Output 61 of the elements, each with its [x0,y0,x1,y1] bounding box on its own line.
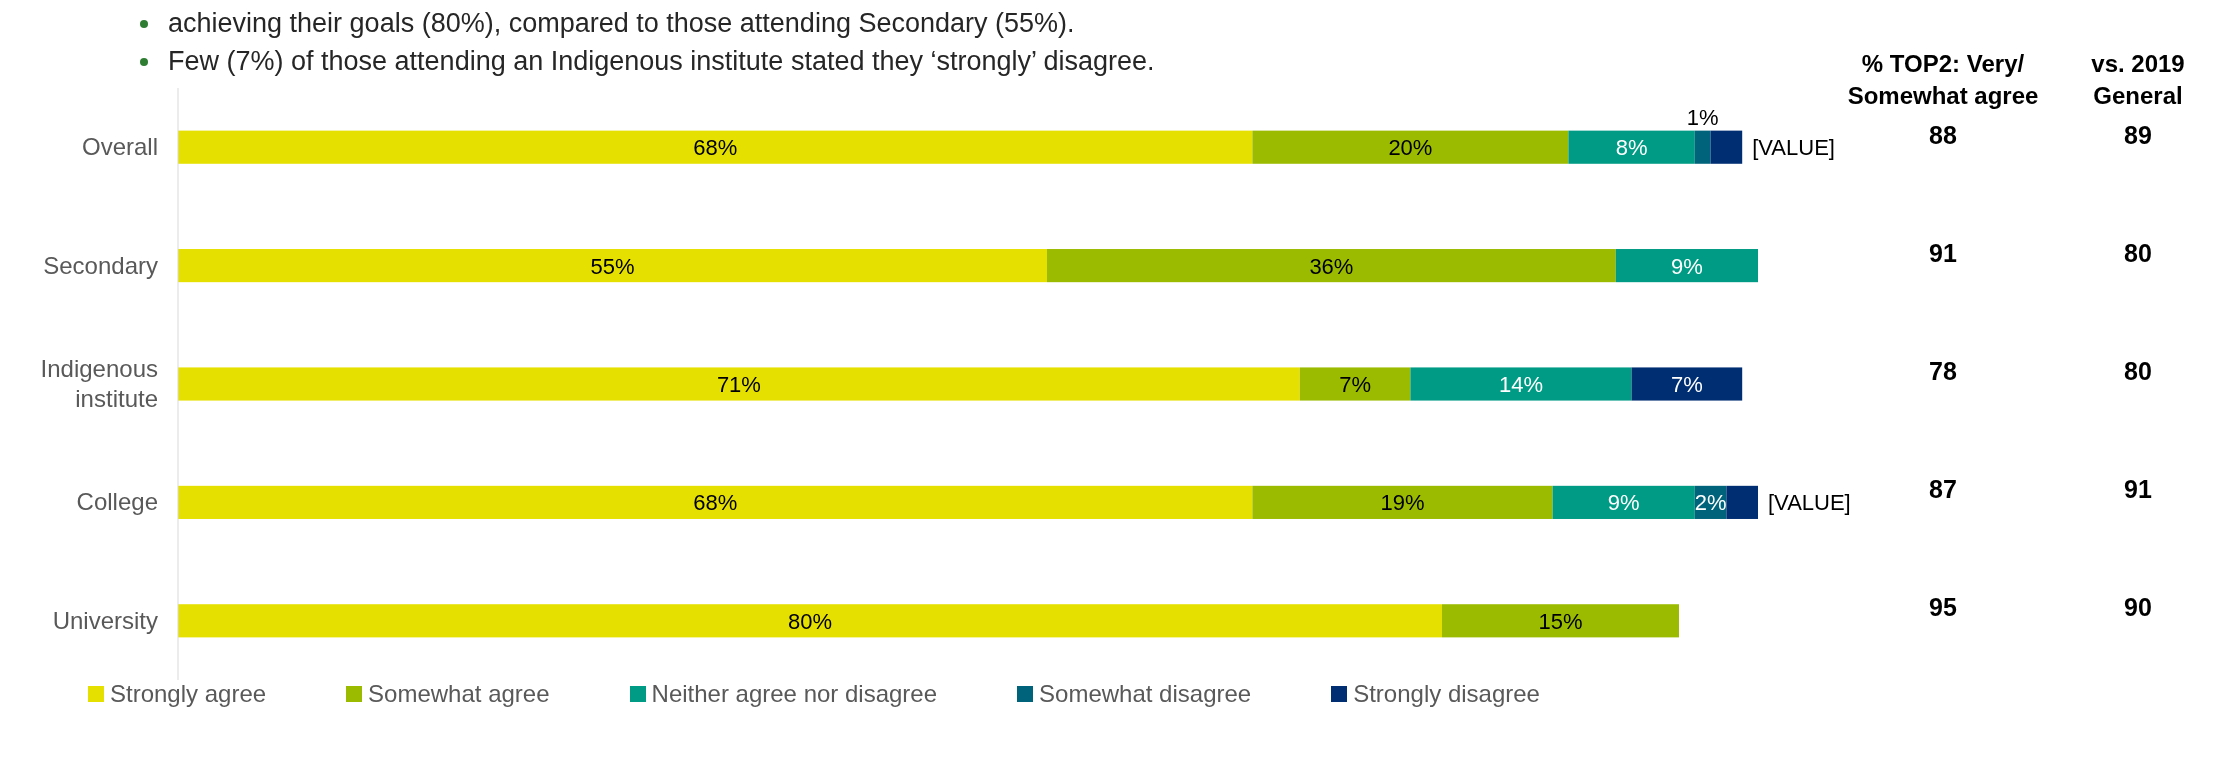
data-label: 7% [1339,372,1371,397]
bar [1047,249,1616,283]
data-label: 1% [1686,104,1719,130]
text: 90 [2123,593,2153,622]
data-label: 68% [693,135,738,161]
bar [178,604,1442,638]
bar [1726,485,1758,519]
bar [178,367,1300,401]
bar [1410,367,1632,401]
bar [178,485,1253,519]
legend-label: Strongly agree [110,680,267,708]
text: 87 [1928,475,1958,504]
legend-label: Neither agree nor disagree [651,680,938,708]
data-label: 71% [716,372,761,397]
bar [1568,130,1695,164]
data-label: 9% [1607,490,1640,516]
text: 80 [2123,239,2153,268]
bar [178,249,1047,283]
data-label: 19% [1380,490,1425,516]
bar [1631,367,1743,401]
bar [178,130,1253,164]
data-label: 8% [1615,135,1648,161]
data-label: 9% [1671,253,1703,279]
text: vs. 2019 General [2090,49,2186,111]
y-tick-label: Overall [81,133,158,161]
data-label: 7% [1671,372,1703,397]
text: 89 [2123,121,2153,150]
data-label: [VALUE] [1768,490,1851,516]
text: % TOP2: Very/ Somewhat agree [1846,49,2040,111]
text: 95 [1928,593,1958,622]
y-tick-label: University [52,606,158,634]
text: achieving their goals (80%), compared to those attending Secondary (55%). [168,8,1075,38]
text: Few (7%) of those attending an Indigenous institute stated they ‘strongly’ disagree. [168,46,1155,76]
text: 80 [2123,357,2153,386]
text: 88 [1928,121,1958,150]
y-tick-label: Indigenous institute [40,355,158,412]
bar [1299,367,1411,401]
legend-label: Somewhat disagree [1039,680,1252,708]
text: 91 [1928,239,1958,268]
text: 78 [1928,357,1958,386]
bar [1615,249,1758,283]
data-label: 36% [1309,253,1354,279]
data-label: 15% [1538,608,1583,634]
data-label: 80% [787,608,833,634]
bar [1252,485,1553,519]
bar [1252,130,1569,164]
bar [1710,130,1743,164]
y-tick-label: Secondary [43,251,158,279]
bar [1552,485,1695,519]
data-label: 55% [590,253,635,279]
bar [1442,604,1679,638]
legend-label: Strongly disagree [1353,680,1540,708]
data-label: 2% [1694,490,1727,516]
data-label: [VALUE] [1752,135,1835,161]
data-label: 20% [1388,135,1433,161]
data-label: 68% [693,490,738,516]
text: 91 [2123,475,2153,504]
data-label: 14% [1498,372,1544,397]
y-tick-label: College [76,488,158,516]
bar [1694,130,1711,164]
legend-label: Somewhat agree [368,680,550,708]
